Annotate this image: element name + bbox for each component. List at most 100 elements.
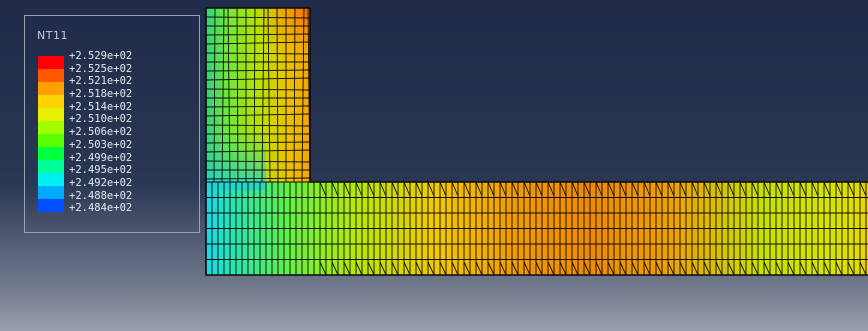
mesh-edge [415,261,423,275]
mesh-edge [823,181,831,197]
legend-labels: +2.529e+02 +2.525e+02 +2.521e+02 +2.518e+02… [69,50,132,215]
mesh-edge [763,181,771,197]
mesh-edge [206,88,311,91]
mesh-edge [206,105,311,108]
mesh-edge [293,8,296,183]
contour-legend: NT11 +2.529e+02 +2.525e+02 +2.521e+02 +2.51… [24,15,200,233]
mesh-edge [355,181,363,197]
mesh-edge [631,261,639,275]
mesh-edge [847,261,855,275]
legend-label: +2.484e+02 [69,202,133,215]
legend-label: +2.488e+02 [69,189,133,202]
mesh-edge [427,261,435,275]
legend-label: +2.518e+02 [69,88,133,101]
mesh-edge [739,261,747,275]
mesh-edge [655,181,663,197]
mesh-edge [595,261,603,275]
mesh-edge [703,261,711,275]
mesh-edge [799,261,807,275]
mesh-edge [799,181,807,197]
mesh-edge [487,181,495,197]
mesh-edge [835,181,843,197]
mesh-edge [703,181,711,197]
legend-label: +2.506e+02 [69,126,133,139]
mesh-edge [475,261,483,275]
mesh-edge [391,181,399,197]
legend-label: +2.529e+02 [69,50,133,62]
legend-swatch [38,173,64,186]
mesh-edge [667,181,675,197]
mesh-edge [727,261,735,275]
legend-swatch [38,56,64,69]
mesh-edge [331,181,339,197]
legend-swatch [38,199,64,212]
legend-title: NT11 [37,29,68,42]
mesh-edge [679,261,687,275]
mesh-edge [206,77,311,81]
mesh-edge [775,261,783,275]
mesh-edge [499,261,507,275]
legend-swatch [38,108,64,121]
mesh-edge [595,181,603,197]
mesh-edge [206,160,311,163]
mesh-edge [691,261,699,275]
mesh-edge [427,181,435,197]
mesh-edge [261,8,265,183]
mesh-edge [213,8,216,183]
mesh-edge [331,261,339,275]
mesh-edge [727,181,735,197]
mesh-edge [583,261,591,275]
mesh-edge [571,261,579,275]
column-cold-zone [206,130,266,190]
mesh-lines [206,8,868,275]
mesh-edge [535,181,543,197]
legend-label: +2.521e+02 [69,75,133,88]
mesh-edge [206,33,311,36]
mesh-edge [475,181,483,197]
mesh-edge [487,261,495,275]
mesh-edge [451,261,459,275]
legend-label: +2.495e+02 [69,164,133,177]
mesh-edge [655,261,663,275]
mesh-edge [499,181,507,197]
mesh-edge [206,113,311,117]
mesh-edge [253,8,256,183]
mesh-edge [847,181,855,197]
mesh-edge [221,8,225,183]
mesh-edge [751,181,759,197]
mesh-edge [811,261,819,275]
mesh-edge [559,181,567,197]
mesh-edge [775,181,783,197]
legend-swatch [38,121,64,134]
legend-label: +2.510e+02 [69,113,133,126]
mesh-edge [319,261,327,275]
mesh-edge [367,261,375,275]
mesh-edge [463,181,471,197]
mesh-edge [607,181,615,197]
mesh-edge [206,69,311,72]
mesh-edge [859,181,867,197]
mesh-edge [463,261,471,275]
legend-swatch [38,95,64,108]
mesh-edge [811,181,819,197]
mesh-edge [631,181,639,197]
mesh-edge [691,181,699,197]
mesh-edge [206,16,311,19]
mesh-edge [715,261,723,275]
mesh-edge [415,181,423,197]
mesh-edge [439,181,447,197]
legend-label: +2.525e+02 [69,62,133,75]
mesh-edge [276,8,279,183]
mesh-edge [267,8,271,183]
legend-label: +2.499e+02 [69,151,133,164]
mesh-edge [835,261,843,275]
legend-swatch [38,82,64,95]
model-outline [205,7,868,276]
mesh-edge [547,261,555,275]
mesh-edge [787,181,795,197]
mesh-edge [583,181,591,197]
mesh-edge [206,52,311,55]
mesh-edge [451,181,459,197]
